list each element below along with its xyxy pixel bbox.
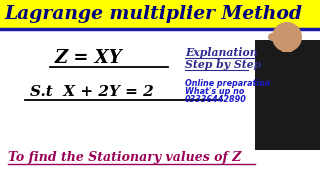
FancyBboxPatch shape: [282, 38, 292, 52]
Text: Explanation: Explanation: [185, 48, 258, 58]
Text: What's up no: What's up no: [185, 87, 244, 96]
Text: 03336442890: 03336442890: [185, 96, 247, 105]
FancyBboxPatch shape: [255, 40, 320, 150]
Text: Step by Step: Step by Step: [185, 60, 261, 71]
Text: Lagrange multiplier Method: Lagrange multiplier Method: [4, 5, 302, 23]
Text: To find the Stationary values of Z: To find the Stationary values of Z: [8, 152, 241, 165]
Circle shape: [268, 33, 276, 41]
Text: Z = XY: Z = XY: [55, 49, 123, 67]
FancyBboxPatch shape: [0, 0, 320, 28]
Circle shape: [272, 22, 302, 52]
Text: Online preparation: Online preparation: [185, 80, 270, 89]
Text: S.t  X + 2Y = 2: S.t X + 2Y = 2: [30, 85, 154, 99]
